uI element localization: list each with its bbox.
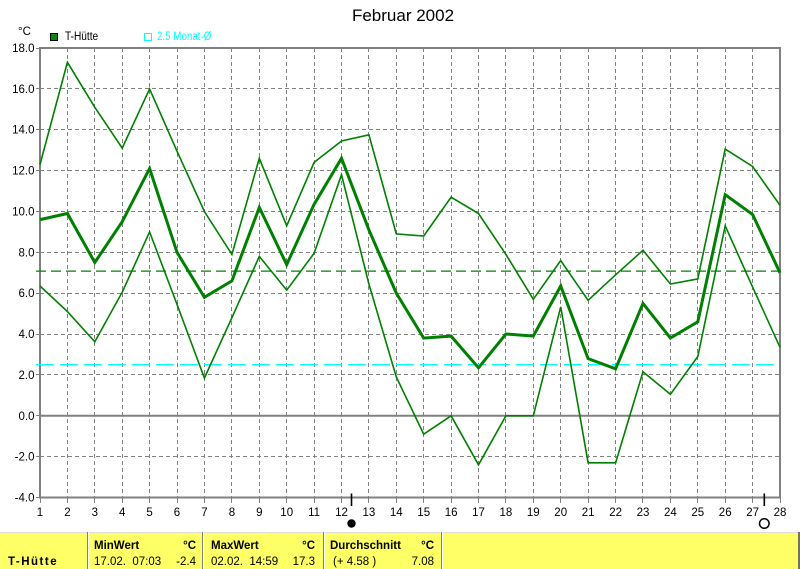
svg-text:21: 21 bbox=[582, 507, 595, 519]
svg-text:27: 27 bbox=[746, 507, 759, 519]
svg-text:12: 12 bbox=[335, 507, 348, 519]
svg-text:14.0: 14.0 bbox=[12, 125, 34, 137]
svg-text:14: 14 bbox=[390, 507, 403, 519]
svg-text:19: 19 bbox=[527, 507, 540, 519]
svg-text:7: 7 bbox=[201, 507, 207, 519]
svg-text:20: 20 bbox=[554, 507, 567, 519]
svg-text:-2.0: -2.0 bbox=[15, 452, 35, 464]
svg-text:0.0: 0.0 bbox=[19, 411, 35, 423]
svg-text:24: 24 bbox=[664, 507, 677, 519]
svg-text:16.0: 16.0 bbox=[12, 84, 34, 96]
svg-text:16: 16 bbox=[445, 507, 458, 519]
svg-text:13: 13 bbox=[363, 507, 376, 519]
svg-text:26: 26 bbox=[719, 507, 732, 519]
svg-text:8.0: 8.0 bbox=[19, 247, 35, 259]
svg-text:4.0: 4.0 bbox=[19, 329, 35, 341]
svg-text:22: 22 bbox=[609, 507, 622, 519]
svg-text:-4.0: -4.0 bbox=[15, 493, 35, 505]
svg-text:10: 10 bbox=[280, 507, 293, 519]
svg-text:28: 28 bbox=[774, 507, 787, 519]
svg-text:6: 6 bbox=[174, 507, 180, 519]
svg-text:3: 3 bbox=[92, 507, 98, 519]
svg-text:6.0: 6.0 bbox=[19, 288, 35, 300]
svg-text:8: 8 bbox=[229, 507, 235, 519]
svg-text:10.0: 10.0 bbox=[12, 207, 34, 219]
svg-text:25: 25 bbox=[691, 507, 704, 519]
svg-text:23: 23 bbox=[637, 507, 650, 519]
svg-text:12.0: 12.0 bbox=[12, 166, 34, 178]
svg-text:2: 2 bbox=[64, 507, 70, 519]
svg-text:11: 11 bbox=[308, 507, 320, 519]
svg-text:9: 9 bbox=[256, 507, 262, 519]
svg-text:5: 5 bbox=[146, 507, 152, 519]
svg-text:2.0: 2.0 bbox=[19, 370, 35, 382]
svg-text:18: 18 bbox=[500, 507, 513, 519]
svg-text:15: 15 bbox=[417, 507, 430, 519]
svg-text:4: 4 bbox=[119, 507, 126, 519]
svg-text:18.0: 18.0 bbox=[12, 43, 34, 55]
svg-text:1: 1 bbox=[37, 507, 43, 519]
svg-text:17: 17 bbox=[472, 507, 485, 519]
